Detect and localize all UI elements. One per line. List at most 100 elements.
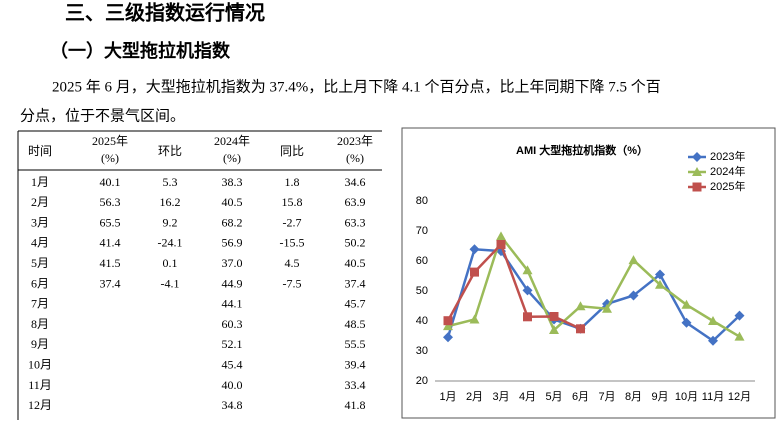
paragraph-line: 2025 年 6 月，大型拖拉机指数为 37.4%，比上月下降 4.1 个百分点… bbox=[52, 78, 661, 95]
x-tick-label: 2月 bbox=[466, 391, 483, 403]
table-cell: 5.3 bbox=[163, 175, 178, 189]
x-tick-label: 11月 bbox=[702, 391, 724, 403]
table-cell: 50.2 bbox=[345, 236, 366, 250]
table-cell: -15.5 bbox=[280, 236, 305, 250]
chart-title: AMI 大型拖拉机指数（%） bbox=[516, 143, 648, 157]
legend-label: 2025年 bbox=[710, 179, 745, 193]
table-cell: -4.1 bbox=[161, 276, 180, 290]
table-cell: 9.2 bbox=[163, 215, 178, 229]
table-header: 2025年 bbox=[92, 134, 128, 148]
marker bbox=[522, 285, 533, 296]
x-tick-label: 12月 bbox=[728, 391, 751, 403]
marker bbox=[443, 321, 453, 331]
table-cell: 55.5 bbox=[345, 337, 366, 351]
table-cell: 0.1 bbox=[163, 256, 178, 270]
table-cell: 60.3 bbox=[222, 317, 243, 331]
marker bbox=[708, 335, 718, 346]
marker bbox=[692, 152, 702, 162]
x-tick-label: 9月 bbox=[651, 391, 668, 403]
marker bbox=[734, 331, 745, 341]
marker bbox=[469, 244, 480, 255]
legend-label: 2023年 bbox=[710, 149, 745, 163]
x-tick-label: 5月 bbox=[545, 391, 562, 403]
table-cell: 4月 bbox=[31, 236, 49, 250]
table-cell: 40.5 bbox=[222, 195, 243, 209]
table-header: 2024年 bbox=[214, 134, 250, 148]
x-tick-label: 4月 bbox=[519, 391, 536, 403]
marker bbox=[522, 265, 533, 275]
marker bbox=[655, 269, 665, 280]
table-cell: 16.2 bbox=[160, 195, 181, 209]
table-cell: 11月 bbox=[28, 378, 52, 392]
marker bbox=[681, 299, 692, 309]
table-header: 时间 bbox=[28, 144, 52, 158]
table-cell: 40.0 bbox=[222, 378, 243, 392]
table-cell: 38.3 bbox=[222, 175, 243, 189]
y-tick-label: 40 bbox=[416, 315, 428, 327]
marker bbox=[681, 317, 692, 328]
legend-label: 2024年 bbox=[710, 164, 745, 178]
y-tick-label: 30 bbox=[416, 345, 428, 357]
y-tick-label: 80 bbox=[416, 195, 428, 207]
table-header: (%) bbox=[101, 151, 119, 165]
table-cell: 37.4 bbox=[100, 276, 121, 290]
table-cell: 45.7 bbox=[345, 297, 366, 311]
chart-frame bbox=[401, 127, 776, 419]
table-cell: 52.1 bbox=[222, 337, 243, 351]
marker bbox=[576, 324, 585, 334]
table-cell: 34.8 bbox=[222, 398, 243, 412]
table-cell: 7月 bbox=[31, 297, 49, 311]
table-cell: 41.5 bbox=[100, 256, 121, 270]
table-header: 同比 bbox=[280, 144, 304, 158]
table-cell: 63.9 bbox=[345, 195, 366, 209]
table-cell: 40.5 bbox=[345, 256, 366, 270]
x-tick-label: 8月 bbox=[625, 391, 642, 403]
table-cell: 48.5 bbox=[345, 317, 366, 331]
table-cell: 9月 bbox=[31, 337, 49, 351]
y-tick-label: 20 bbox=[416, 375, 428, 387]
table-cell: 5月 bbox=[31, 256, 49, 270]
table-cell: 1.8 bbox=[285, 175, 300, 189]
table-cell: -7.5 bbox=[283, 276, 302, 290]
marker bbox=[443, 332, 453, 343]
table-header: 2023年 bbox=[337, 134, 373, 148]
y-tick-label: 60 bbox=[416, 255, 428, 267]
table-cell: 44.9 bbox=[222, 276, 243, 290]
table-cell: 56.9 bbox=[222, 236, 243, 250]
marker bbox=[496, 240, 506, 249]
marker bbox=[602, 303, 612, 313]
table-cell: 33.4 bbox=[345, 378, 366, 392]
marker bbox=[734, 310, 745, 321]
table-header: (%) bbox=[346, 151, 364, 165]
table-cell: 40.1 bbox=[100, 175, 121, 189]
table-cell: 39.4 bbox=[345, 357, 366, 371]
table-cell: -24.1 bbox=[158, 236, 183, 250]
paragraph-line: 分点，位于不景气区间。 bbox=[20, 107, 185, 124]
table-cell: 34.6 bbox=[345, 175, 366, 189]
table-cell: 10月 bbox=[28, 357, 52, 371]
table-header: 环比 bbox=[158, 144, 182, 158]
table-cell: 44.1 bbox=[222, 297, 243, 311]
marker bbox=[628, 290, 639, 301]
table-cell: 8月 bbox=[31, 317, 49, 331]
x-tick-label: 1月 bbox=[439, 391, 456, 403]
table-cell: 15.8 bbox=[282, 195, 303, 209]
subheading: （一）大型拖拉机指数 bbox=[50, 40, 231, 61]
x-tick-label: 3月 bbox=[492, 391, 509, 403]
table-cell: 65.5 bbox=[100, 215, 121, 229]
x-tick-label: 6月 bbox=[572, 391, 589, 403]
marker bbox=[708, 316, 718, 325]
marker bbox=[575, 301, 586, 311]
table-cell: 12月 bbox=[28, 398, 52, 412]
table-cell: 6月 bbox=[31, 276, 49, 290]
marker bbox=[470, 267, 479, 277]
table-cell: 4.5 bbox=[285, 256, 300, 270]
marker bbox=[655, 279, 665, 289]
marker bbox=[549, 325, 559, 334]
table-cell: 1月 bbox=[31, 175, 49, 189]
y-tick-label: 70 bbox=[416, 225, 428, 237]
table-cell: 37.0 bbox=[222, 256, 243, 270]
x-tick-label: 7月 bbox=[598, 391, 615, 403]
marker bbox=[443, 316, 453, 326]
series-line bbox=[446, 242, 582, 330]
